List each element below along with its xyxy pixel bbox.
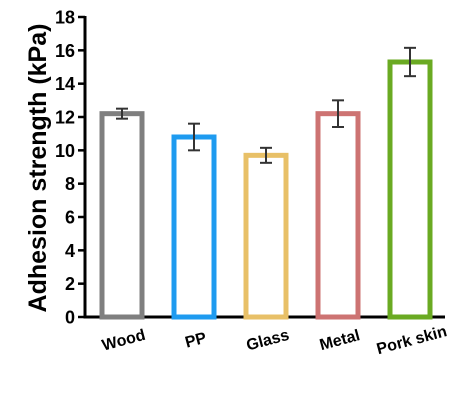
y-tick-label: 18 xyxy=(55,8,75,28)
bar-pp xyxy=(171,134,217,320)
x-category-label: PP xyxy=(183,330,208,352)
bar-pork-skin xyxy=(387,59,433,320)
y-tick-label: 14 xyxy=(55,74,75,94)
y-tick-label: 12 xyxy=(55,108,75,128)
bar-wood xyxy=(99,111,145,320)
plot-area: 0 2 4 6 8 10 12 14 16 18 Wood PP Glass Metal Pork skin xyxy=(55,8,449,359)
y-tick-label: 10 xyxy=(55,141,75,161)
bar-glass xyxy=(243,152,289,320)
y-tick-label: 8 xyxy=(65,174,75,194)
y-tick-label: 2 xyxy=(65,274,75,294)
y-tick-label: 4 xyxy=(65,241,75,261)
y-axis-title: Adhesion strength (kPa) xyxy=(24,24,52,313)
y-tick-label: 16 xyxy=(55,41,75,61)
x-category-label: Pork skin xyxy=(375,323,449,358)
x-category-label: Metal xyxy=(318,327,362,354)
y-tick-label: 6 xyxy=(65,208,75,228)
x-category-label: Wood xyxy=(100,327,147,355)
y-tick-label: 0 xyxy=(65,308,75,328)
bar-metal xyxy=(315,111,361,320)
x-category-label: Glass xyxy=(245,327,292,355)
